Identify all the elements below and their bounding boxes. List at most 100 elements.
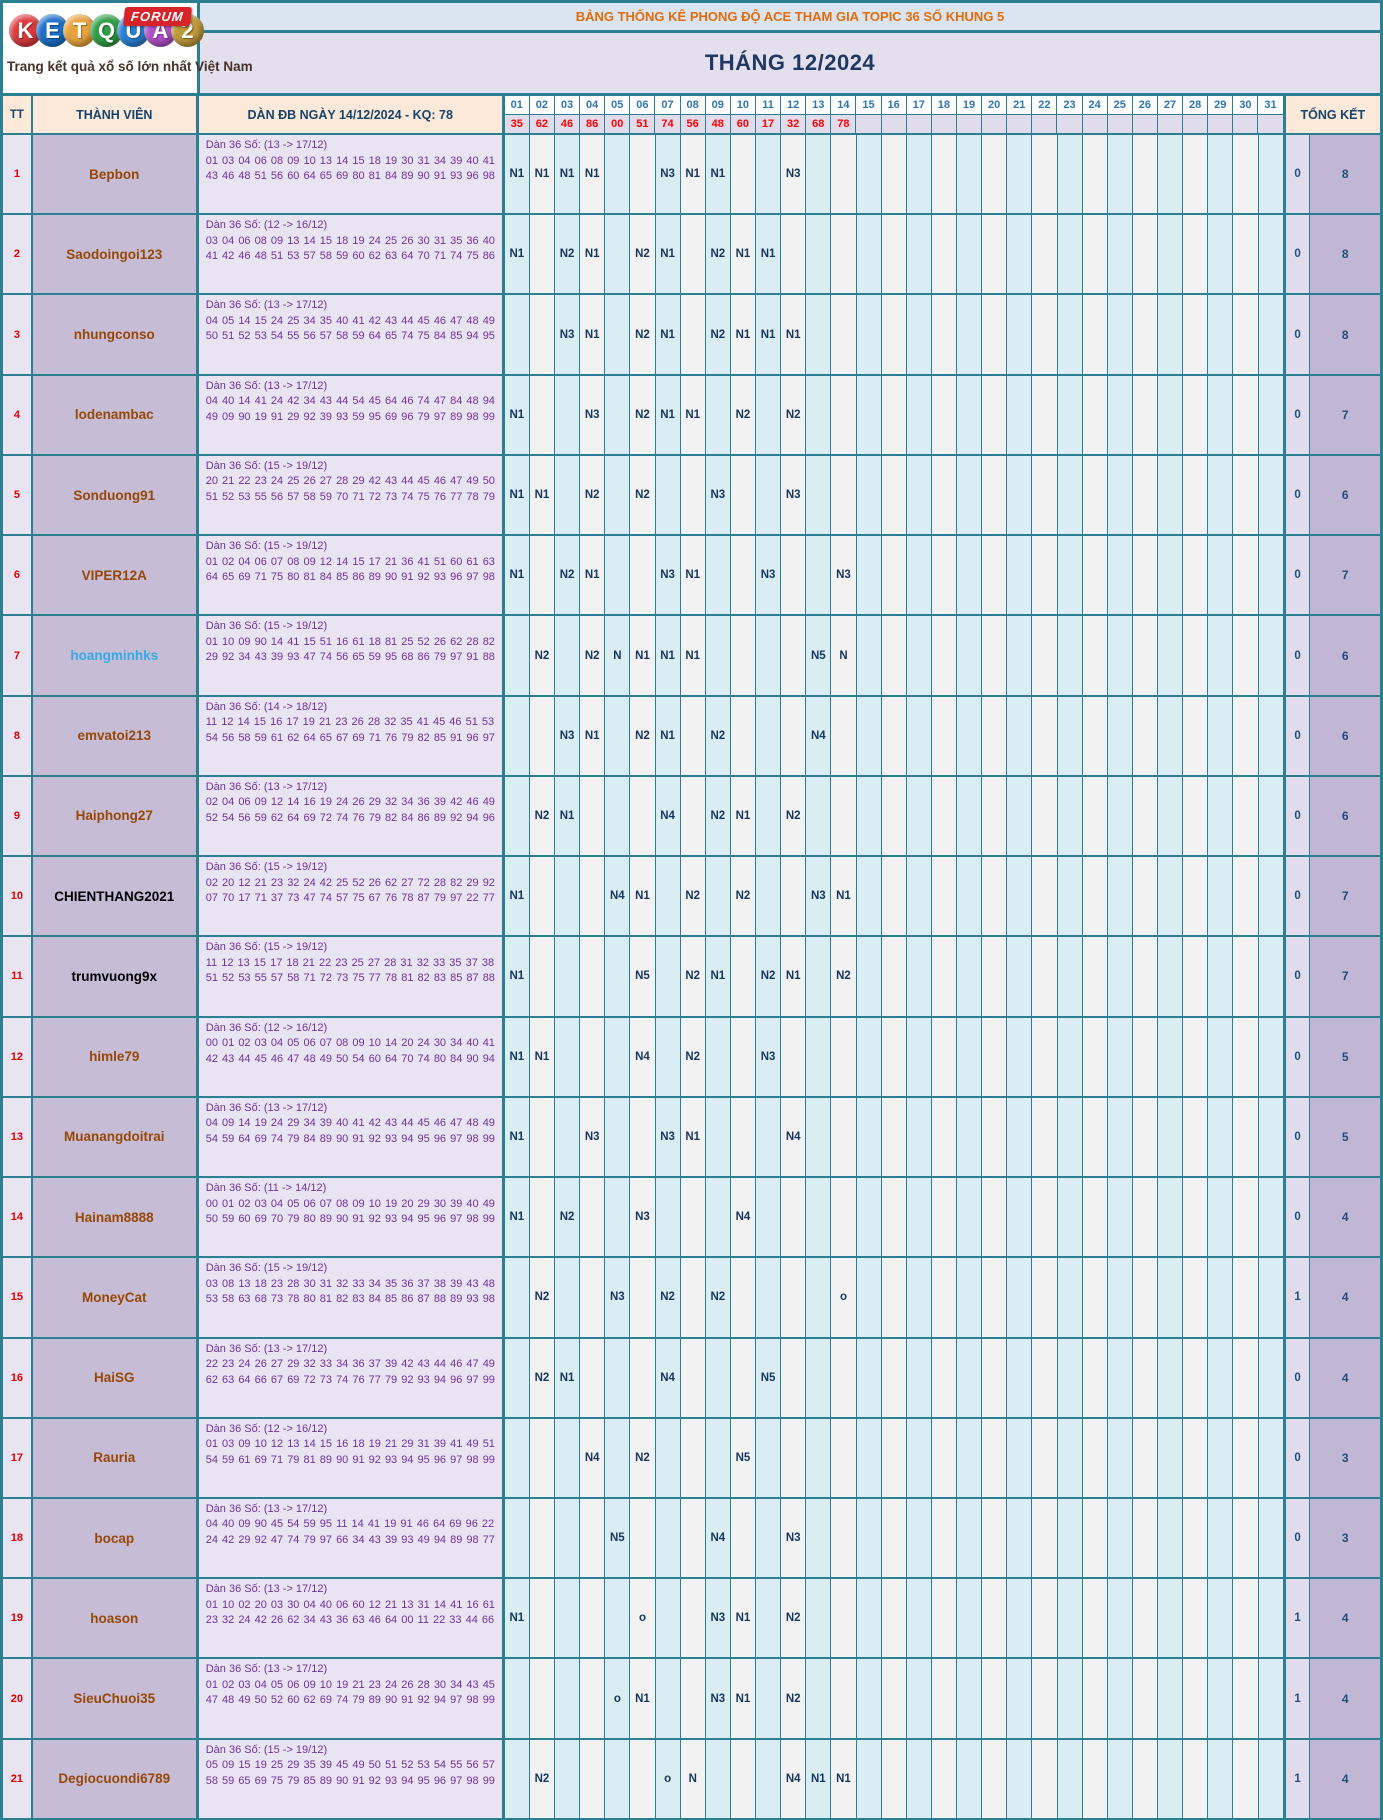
day-cell: [1233, 937, 1259, 1016]
day-cell: [806, 536, 832, 615]
total-khung: 0: [1285, 455, 1311, 535]
day-cell: [881, 616, 907, 695]
day-cell: [1107, 1017, 1133, 1096]
day-cell: [555, 1739, 581, 1818]
total-score: 7: [1310, 375, 1380, 454]
day-cell: [756, 776, 782, 856]
day-cell: [931, 776, 958, 856]
day-cell: [957, 375, 983, 454]
member-name[interactable]: hoason: [32, 1579, 199, 1658]
day-cell: N3: [655, 1097, 681, 1177]
day-cell: [1258, 375, 1283, 454]
day-cell: N3: [781, 1498, 807, 1578]
day-cell: [931, 135, 958, 214]
day-cell: [982, 1017, 1008, 1096]
member-name[interactable]: Hainam8888: [32, 1178, 199, 1257]
day-cell: N4: [781, 1097, 807, 1177]
day-cell: [1158, 215, 1184, 294]
day-cell: [806, 1579, 832, 1658]
day-cell: [1032, 215, 1058, 294]
day-cell: [1132, 215, 1159, 294]
day-cell: [605, 1097, 631, 1177]
day-cells: N2 N2 N N1 N1 N1 N5 N: [504, 616, 1286, 695]
day-cell: [1132, 1338, 1159, 1417]
table-row: 2 Saodoingoi123 Dàn 36 Số: (12 -> 16/12) 03…: [3, 215, 1380, 296]
day-cell: N2: [781, 1659, 807, 1738]
day-cells: N1 N1 N2 N2 N3 N3: [504, 455, 1286, 535]
day-cell: [504, 1659, 530, 1738]
day-cell: [1032, 1258, 1058, 1337]
day-cell: [529, 1579, 556, 1658]
day-cell: [504, 295, 530, 374]
member-name[interactable]: MoneyCat: [32, 1258, 199, 1337]
day-cell: [1183, 937, 1209, 1016]
day-cell: [1183, 295, 1209, 374]
member-name[interactable]: Sonduong91: [32, 455, 199, 535]
member-name[interactable]: emvatoi213: [32, 696, 199, 775]
day-cell: [1082, 455, 1108, 535]
day-cell: N3: [555, 696, 581, 775]
member-name[interactable]: HaiSG: [32, 1338, 199, 1417]
member-name[interactable]: CHIENTHANG2021: [32, 857, 199, 936]
total-khung: 0: [1285, 135, 1311, 214]
member-name[interactable]: lodenambac: [32, 375, 199, 454]
day-cell: [529, 696, 556, 775]
day-cell: [1082, 1097, 1108, 1177]
kq-value: [1157, 115, 1184, 133]
day-cell: [529, 1418, 556, 1497]
day-cell: [906, 135, 932, 214]
day-cell: [1032, 616, 1058, 695]
table-row: 13 Muanangdoitrai Dàn 36 Số: (13 -> 17/12)…: [3, 1097, 1380, 1179]
day-cell: N3: [705, 1659, 731, 1738]
member-name[interactable]: Saodoingoi123: [32, 215, 199, 294]
day-cell: [1057, 536, 1083, 615]
table-row: 11 trumvuong9x Dàn 36 Số: (15 -> 19/12) 11 …: [3, 937, 1380, 1018]
member-name[interactable]: nhungconso: [32, 295, 199, 374]
day-cell: [957, 1739, 983, 1818]
day-cell: [580, 1498, 606, 1578]
day-cell: [555, 1498, 581, 1578]
member-name[interactable]: himle79: [32, 1017, 199, 1096]
member-name[interactable]: Haiphong27: [32, 776, 199, 856]
total-khung: 1: [1285, 1659, 1311, 1738]
day-cell: [982, 1338, 1008, 1417]
member-name[interactable]: VIPER12A: [32, 536, 199, 615]
member-name[interactable]: Bepbon: [32, 135, 199, 214]
day-cell: [1183, 1498, 1209, 1578]
table-row: 7 hoangminhks Dàn 36 Số: (15 -> 19/12) 01 1…: [3, 616, 1380, 697]
day-cell: [781, 215, 807, 294]
day-cell: N2: [630, 295, 656, 374]
day-column-header: 27: [1157, 96, 1184, 114]
day-cell: [730, 1739, 757, 1818]
member-name[interactable]: SieuChuoi35: [32, 1659, 199, 1738]
day-cell: [630, 1258, 656, 1337]
day-cells: N2 N3 N2 N2 o: [504, 1258, 1286, 1337]
dan-cell: Dàn 36 Số: (15 -> 19/12) 01 02 04 06 07 0…: [198, 536, 505, 615]
day-cell: [1258, 937, 1283, 1016]
day-cell: N2: [555, 215, 581, 294]
day-cell: [756, 696, 782, 775]
kq-value: [1233, 115, 1259, 133]
row-number: 19: [3, 1579, 33, 1658]
kq-value: [1032, 115, 1058, 133]
day-cell: [881, 696, 907, 775]
day-cell: [605, 937, 631, 1016]
member-name[interactable]: trumvuong9x: [32, 937, 199, 1016]
day-cell: [906, 616, 932, 695]
day-cell: [1233, 857, 1259, 936]
day-cell: [1183, 1097, 1209, 1177]
member-name[interactable]: Muanangdoitrai: [32, 1097, 199, 1177]
member-name[interactable]: Rauria: [32, 1418, 199, 1497]
day-cell: N1: [580, 295, 606, 374]
day-cell: [1107, 1579, 1133, 1658]
member-name[interactable]: bocap: [32, 1498, 199, 1578]
member-name[interactable]: Degiocuondi6789: [32, 1739, 199, 1818]
day-cell: [931, 536, 958, 615]
day-cell: [1183, 696, 1209, 775]
day-cell: N3: [630, 1178, 656, 1257]
day-cell: [504, 1258, 530, 1337]
day-cell: [881, 135, 907, 214]
member-name[interactable]: hoangminhks: [32, 616, 199, 695]
